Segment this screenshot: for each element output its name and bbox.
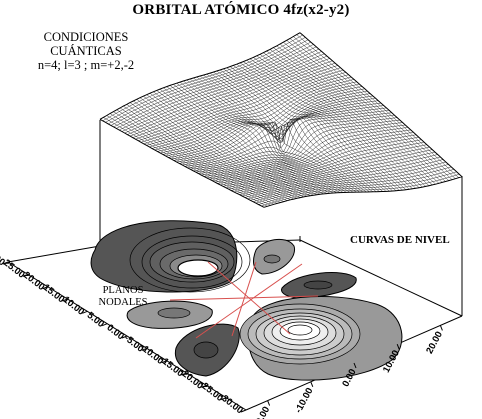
nodal-label-2: NODALES <box>98 297 148 308</box>
contour-plot <box>90 220 403 381</box>
y-tick-mark <box>82 310 88 314</box>
nodal-planes-label: PLANOS NODALES <box>78 285 168 309</box>
lobe-left-gray <box>126 300 213 329</box>
lobe-right-dark <box>281 272 357 299</box>
y-tick-mark <box>22 273 29 277</box>
y-tick-mark <box>62 298 68 302</box>
lobe-lower-left-dark <box>174 323 240 377</box>
nodal-planes <box>169 261 319 339</box>
y-tick-mark <box>101 323 108 327</box>
y-tick-mark <box>161 360 167 364</box>
y-tick-mark <box>181 372 187 376</box>
quantum-conditions: CONDICIONES CUÁNTICAS n=4; l=3 ; m=+2,-2 <box>18 30 154 72</box>
y-tick-mark <box>2 261 9 265</box>
y-tick-label: 30.00 <box>0 245 7 268</box>
contour-label: CURVAS DE NIVEL <box>350 234 450 246</box>
quantum-heading-1: CONDICIONES <box>43 30 129 44</box>
y-tick-mark <box>201 384 207 388</box>
lobe-upper-right-small <box>253 238 296 275</box>
x-tick-mark <box>396 344 400 350</box>
y-tick-mark <box>240 409 247 413</box>
x-tick-mark <box>310 381 314 387</box>
y-tick-label: 5.00 <box>85 310 106 330</box>
mesh-lines <box>99 32 463 208</box>
mesh-edge <box>99 32 463 208</box>
quantum-numbers: n=4; l=3 ; m=+2,-2 <box>37 58 135 72</box>
lobe-upper-left-negative <box>90 220 251 293</box>
figure-title: ORBITAL ATÓMICO 4fz(x2-y2) <box>132 2 350 18</box>
x-tick-mark <box>353 362 357 369</box>
y-tick-label: -30.00 <box>217 391 245 416</box>
nodal-label-1: PLANOS <box>102 285 144 296</box>
quantum-heading-2: CUÁNTICAS <box>50 44 122 58</box>
x-tick-label: -10.00 <box>293 386 315 415</box>
x-tick-label: 20.00 <box>424 330 445 356</box>
y-tick-mark <box>121 335 128 339</box>
x-tick-mark <box>439 325 443 331</box>
wavefunction-surface <box>99 32 463 208</box>
y-tick-mark <box>141 347 148 351</box>
y-tick-mark <box>42 286 48 290</box>
x-tick-mark <box>267 400 271 406</box>
lobe-lower-right-positive <box>239 296 403 381</box>
y-tick-mark <box>220 397 227 401</box>
